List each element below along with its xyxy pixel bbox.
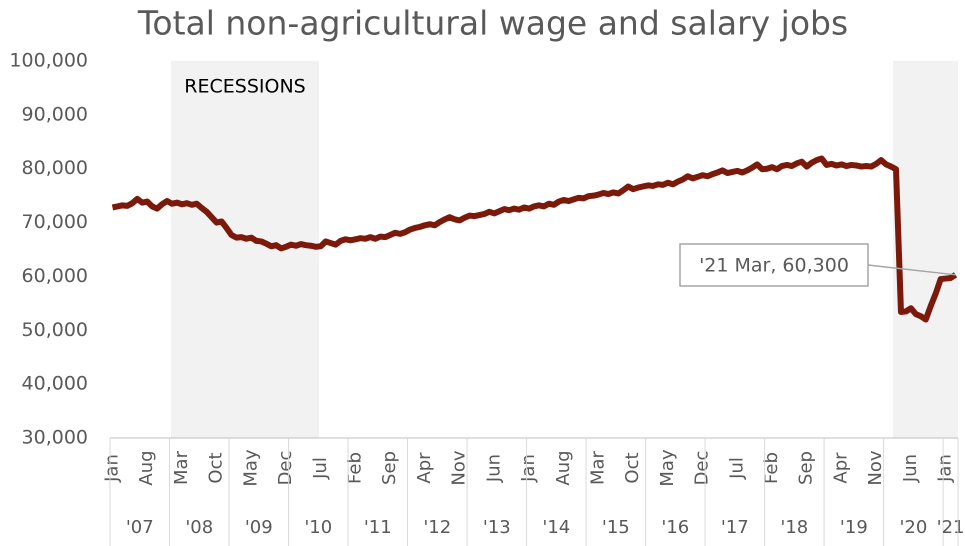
y-tick-label: 70,000	[22, 211, 88, 233]
year-label: '19	[840, 517, 868, 538]
x-tick-label: Nov	[449, 450, 470, 485]
callout-box	[679, 243, 869, 287]
recession-shade	[171, 61, 319, 438]
x-tick-label: Jun	[900, 454, 921, 483]
y-tick-label: 60,000	[22, 265, 88, 287]
x-tick-label: Dec	[275, 451, 296, 486]
year-label: '15	[602, 517, 630, 538]
y-tick-label: 30,000	[22, 427, 88, 449]
x-tick-label: Oct	[206, 452, 227, 483]
x-tick-label: Jan	[935, 454, 956, 483]
x-tick-label: Apr	[830, 452, 851, 484]
year-label: '11	[364, 517, 392, 538]
x-tick-label: May	[240, 449, 261, 487]
x-tick-label: Dec	[692, 451, 713, 486]
callout-text: '21 Mar, 60,300	[699, 255, 849, 277]
year-label: '09	[245, 517, 273, 538]
year-label: '13	[483, 517, 511, 538]
x-tick-label: Jan	[518, 454, 539, 483]
x-tick-label: Sep	[796, 451, 817, 485]
year-label: '14	[542, 517, 570, 538]
x-tick-label: Feb	[761, 452, 782, 484]
x-tick-label: Aug	[136, 450, 157, 485]
x-tick-label: Aug	[553, 450, 574, 485]
x-tick-label: Sep	[379, 451, 400, 485]
x-tick-label: Jun	[483, 454, 504, 483]
year-label: '18	[780, 517, 808, 538]
recession-label: RECESSIONS	[184, 76, 305, 98]
year-label: '07	[126, 517, 154, 538]
x-tick-label: Jul	[310, 457, 331, 480]
year-label: '21	[937, 517, 965, 538]
x-tick-label: Apr	[414, 452, 435, 484]
x-tick-label: Mar	[171, 450, 192, 485]
year-label: '10	[304, 517, 332, 538]
chart-title: Total non-agricultural wage and salary j…	[137, 4, 848, 43]
x-tick-label: Nov	[865, 450, 886, 485]
x-tick-label: Feb	[344, 452, 365, 484]
y-tick-label: 100,000	[9, 50, 88, 72]
year-label: '12	[423, 517, 451, 538]
y-tick-label: 80,000	[22, 157, 88, 179]
year-label: '20	[899, 517, 927, 538]
x-tick-label: Mar	[587, 450, 608, 485]
x-tick-label: May	[657, 449, 678, 487]
recession-shade	[893, 61, 958, 438]
series-line	[111, 155, 958, 323]
y-tick-label: 40,000	[22, 373, 88, 395]
year-label: '16	[661, 517, 689, 538]
callout-connector	[867, 264, 956, 276]
x-tick-label: Oct	[622, 452, 643, 483]
y-tick-label: 90,000	[22, 103, 88, 125]
x-tick-label: Jul	[726, 457, 747, 480]
year-label: '08	[185, 517, 213, 538]
y-tick-label: 50,000	[22, 319, 88, 341]
x-tick-label: Jan	[101, 454, 122, 483]
year-label: '17	[721, 517, 749, 538]
